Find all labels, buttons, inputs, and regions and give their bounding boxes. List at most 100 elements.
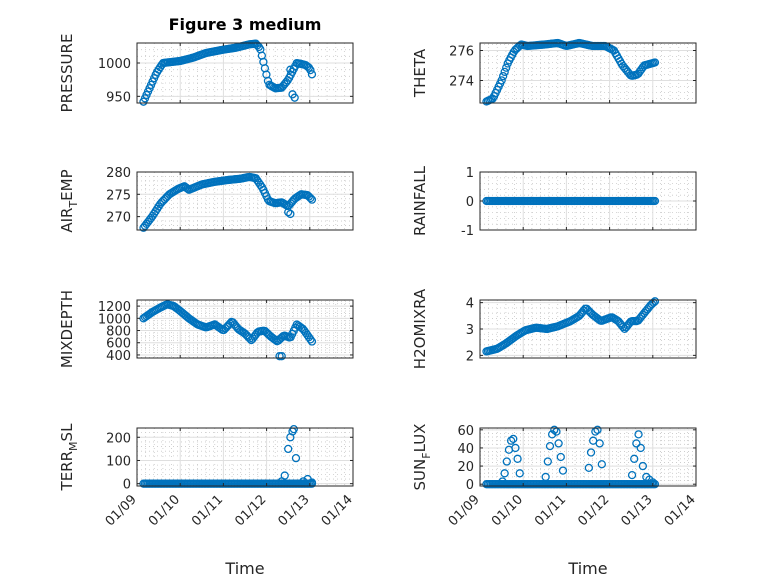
y-axis-label: RAINFALL: [411, 165, 429, 236]
y-tick-label: 950: [106, 90, 131, 105]
data-point: [584, 463, 594, 473]
subplot-h2omixra: 2 3 4 H2OMIXRA: [411, 288, 697, 369]
subplot-pressure: 950 1000 PRESSURE: [58, 34, 354, 113]
data-point: [498, 477, 507, 486]
data-point: [515, 469, 524, 478]
x-tick-label: 01/11: [532, 492, 569, 529]
axes-box: [136, 427, 354, 487]
y-tick-label: 200: [106, 431, 131, 446]
y-tick-label: 0: [466, 478, 474, 493]
y-tick-label: 280: [106, 166, 131, 181]
data-point: [636, 443, 645, 453]
data-point: [291, 454, 301, 463]
data-point: [586, 448, 596, 457]
x-axis-title-right: Time: [567, 559, 607, 578]
data-point: [306, 193, 315, 203]
y-tick-label: 100: [106, 454, 131, 469]
subplot-rainfall: -1 0 1 RAINFALL: [411, 165, 697, 239]
data-point: [286, 65, 295, 74]
y-tick-label: 0: [466, 195, 474, 210]
y-tick-label: 276: [449, 45, 474, 60]
y-axis-label: TERRMSL: [58, 423, 80, 492]
data-point: [543, 457, 552, 466]
y-tick-label: 4: [466, 297, 474, 312]
data-point: [595, 439, 604, 448]
subplot-theta: 274 276 THETA: [411, 38, 697, 106]
x-tick-label: 01/13: [276, 492, 313, 529]
data-point: [513, 454, 522, 463]
x-axis-title-left: Time: [224, 559, 264, 578]
data-point: [597, 460, 606, 469]
data-point: [627, 470, 637, 480]
data-point: [630, 454, 639, 463]
y-tick-label: 400: [106, 349, 131, 364]
y-tick-label: 60: [457, 424, 474, 439]
series-markers: [482, 297, 660, 356]
y-tick-label: 270: [106, 211, 131, 226]
x-tick-label: 01/14: [319, 492, 356, 529]
x-tick-label: 01/10: [489, 492, 526, 529]
data-point: [541, 472, 550, 482]
data-point: [307, 195, 317, 204]
axes-box: [136, 299, 354, 359]
x-tick-label: 01/10: [146, 492, 183, 529]
data-point: [618, 322, 628, 332]
subplot-air-temp: 270 275 280 AIRTEMP: [58, 166, 354, 233]
y-tick-label: 3: [466, 323, 474, 338]
y-tick-label: 2: [466, 349, 474, 364]
y-axis-label: H2OMIXRA: [411, 288, 429, 369]
data-point: [284, 444, 293, 454]
data-point: [499, 71, 508, 81]
y-tick-label: 1000: [98, 57, 131, 72]
axes-box: [136, 171, 354, 231]
data-point: [277, 352, 286, 361]
data-point: [638, 461, 648, 471]
data-point: [511, 443, 520, 453]
y-tick-label: 40: [457, 442, 474, 457]
y-axis-label: SUNFLUX: [411, 424, 433, 491]
data-point: [556, 452, 565, 462]
data-point: [634, 430, 643, 439]
y-axis-label: AIRTEMP: [58, 169, 80, 232]
y-tick-label: 0: [123, 478, 131, 493]
data-point: [502, 63, 511, 72]
data-point: [497, 76, 506, 85]
axes-box: [479, 427, 697, 487]
data-point: [506, 436, 516, 445]
data-point: [500, 469, 509, 478]
x-tick-label: 01/14: [662, 492, 699, 529]
data-point: [650, 480, 660, 489]
data-point: [284, 208, 293, 217]
y-axis-label: THETA: [411, 48, 429, 98]
data-point: [554, 439, 563, 448]
data-point: [545, 441, 555, 451]
series-markers: [139, 39, 317, 106]
y-axis-label: MIXDEPTH: [58, 290, 76, 368]
series-markers: [139, 425, 317, 488]
axes-box: [136, 42, 354, 104]
subplot-sun-flux: 0 20 40 60 SUNFLUX 01/09 01/10 01/11 01/12 01/13 0…: [411, 424, 699, 530]
data-point: [245, 334, 254, 343]
data-point: [306, 335, 315, 344]
data-point: [290, 93, 299, 102]
series-markers: [139, 300, 317, 361]
y-tick-label: 800: [106, 325, 131, 340]
x-tick-label: 01/09: [103, 492, 140, 529]
series-markers: [482, 425, 660, 489]
data-point: [593, 425, 602, 434]
figure-title: Figure 3 medium: [169, 15, 322, 34]
data-point: [632, 439, 641, 448]
y-tick-label: -1: [461, 224, 474, 239]
data-point: [650, 297, 660, 306]
y-axis-label: PRESSURE: [58, 34, 76, 113]
data-point: [289, 425, 298, 434]
series-markers: [482, 196, 660, 206]
y-tick-label: 1: [466, 166, 474, 181]
data-point: [650, 58, 660, 67]
y-tick-label: 274: [449, 75, 474, 90]
y-tick-label: 1200: [98, 300, 131, 315]
data-point: [509, 434, 518, 444]
data-point: [286, 209, 295, 219]
